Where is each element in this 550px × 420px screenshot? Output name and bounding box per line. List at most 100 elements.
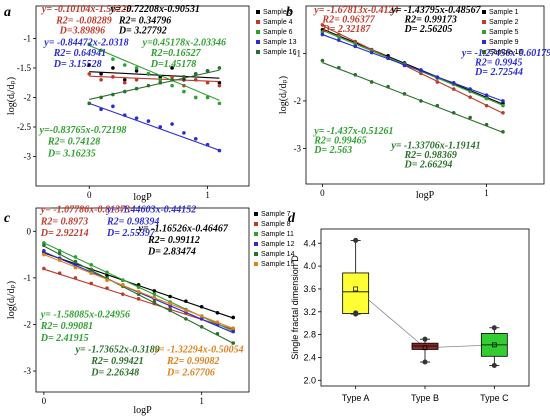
data-point: [111, 57, 115, 61]
data-point: [152, 300, 157, 304]
fit-annotation: D=1.45178: [150, 59, 196, 70]
data-point: [146, 119, 151, 123]
fit-annotation: D= 2.67706: [166, 368, 215, 379]
y-axis-label: log(dᵢ/dₚ): [6, 77, 17, 115]
mean-marker: [422, 345, 428, 351]
y-tick-label: -3: [294, 143, 302, 153]
data-point: [501, 111, 505, 115]
fit-annotation: y= -1.16526x-0.46467: [138, 223, 229, 234]
data-point: [337, 35, 341, 39]
data-point: [484, 96, 489, 101]
data-point: [105, 270, 109, 275]
legend-label: Sample 13: [263, 39, 297, 46]
data-point: [320, 23, 325, 27]
data-point: [320, 58, 325, 63]
data-point: [451, 87, 456, 91]
data-point: [87, 72, 92, 76]
panel-d: d 2.0 2.4 2.8 3.2 3.6 4.0 4.4 Type A Type B Type …: [288, 211, 530, 403]
fit-annotation: R2= 0.99081: [40, 321, 93, 332]
data-point: [435, 103, 440, 108]
legend-swatch: [256, 10, 260, 14]
fit-annotation: R2= 0.9945: [474, 57, 522, 68]
fit-annotation: y=0.45178x-2.03346: [142, 38, 226, 49]
data-point: [111, 75, 115, 79]
y-tick-label: 2.4: [303, 352, 316, 362]
legend-label: Sample 7: [261, 211, 291, 218]
data-point: [99, 77, 103, 82]
data-point: [134, 69, 139, 73]
data-point: [122, 77, 127, 82]
data-point: [146, 72, 151, 76]
fit-annotation: D= 3.16235: [47, 148, 96, 159]
data-point: [89, 281, 94, 286]
data-point: [57, 249, 62, 253]
fit-annotation: R2= 0.74128: [47, 137, 100, 148]
legend-swatch: [254, 232, 258, 236]
data-point: [182, 75, 186, 79]
data-point: [337, 38, 341, 42]
fit-annotation: R2=0.16527: [150, 48, 202, 59]
data-point: [386, 84, 390, 89]
fit-annotation: y= -1.43795x-0.48567: [390, 5, 481, 16]
fit-annotation: D= 2.55397: [106, 228, 156, 239]
data-point: [134, 116, 139, 120]
data-point: [217, 101, 222, 106]
fit-line-sample-9: [322, 34, 504, 102]
y-tick-label: -2.5: [17, 122, 32, 132]
panel-c: c 0 1 0 -1 -2 -3 logP log(dᵢ/dₚ) y= -1.07786x-0.…: [4, 205, 295, 416]
data-point: [231, 341, 236, 345]
data-point: [105, 278, 109, 283]
data-point: [136, 290, 141, 294]
fit-annotation: D= 2.83474: [147, 247, 196, 258]
outlier-point: [353, 310, 359, 316]
legend-swatch: [482, 40, 486, 44]
fit-annotation: y= -0.72208x-0.90531: [110, 4, 200, 15]
data-point: [184, 308, 188, 313]
data-point: [73, 263, 78, 267]
data-point: [152, 289, 157, 293]
fit-annotation: D= 2.92214: [40, 228, 89, 239]
data-point: [320, 32, 325, 37]
data-point: [42, 249, 46, 253]
fit-annotation: D= 2.66294: [403, 159, 452, 170]
data-point: [193, 95, 198, 100]
data-point: [170, 77, 174, 82]
panel-b-frame: [305, 5, 545, 185]
data-point: [435, 80, 440, 84]
data-point: [182, 131, 186, 135]
legend-swatch: [256, 50, 260, 54]
y-tick-label: -1: [24, 33, 32, 43]
legend-swatch: [482, 50, 486, 54]
fit-line-sample-3: [89, 71, 220, 79]
data-point: [184, 317, 188, 321]
y-tick-label: 2.0: [303, 375, 316, 385]
legend-label: Sample 8: [261, 221, 291, 228]
x-tick-label: 1: [199, 396, 204, 406]
fit-annotation: D= 3.27792: [118, 26, 167, 37]
data-point: [501, 99, 505, 103]
outlier-point: [422, 336, 428, 342]
data-point: [57, 271, 62, 276]
data-point: [419, 99, 423, 103]
data-point: [199, 314, 204, 318]
y-tick-label: -2: [24, 319, 32, 329]
y-tick-label: 3.6: [303, 284, 316, 294]
data-point: [484, 122, 489, 127]
fit-annotation: D=3.89896: [59, 26, 105, 37]
data-point: [402, 92, 407, 96]
data-point: [73, 265, 78, 270]
data-point: [199, 324, 204, 329]
fit-annotation: y= -1.58085x-0.24956: [40, 309, 130, 320]
x-tick-label: 0: [320, 188, 325, 198]
data-point: [369, 80, 374, 84]
data-point: [134, 77, 139, 82]
data-point: [193, 136, 198, 141]
data-point: [134, 86, 139, 91]
panel-a: a 0 1 -1 -1.5 -2 -2.5 -3 logP log(dᵢ/dₚ) y= -0.10…: [4, 4, 297, 203]
fit-annotation: R2= 0.99112: [147, 235, 200, 246]
legend-label: Sample 16: [263, 49, 297, 56]
data-point: [168, 308, 172, 313]
data-point: [205, 69, 210, 73]
fit-annotation: D= 2.56205: [403, 24, 452, 35]
data-point: [120, 292, 125, 296]
